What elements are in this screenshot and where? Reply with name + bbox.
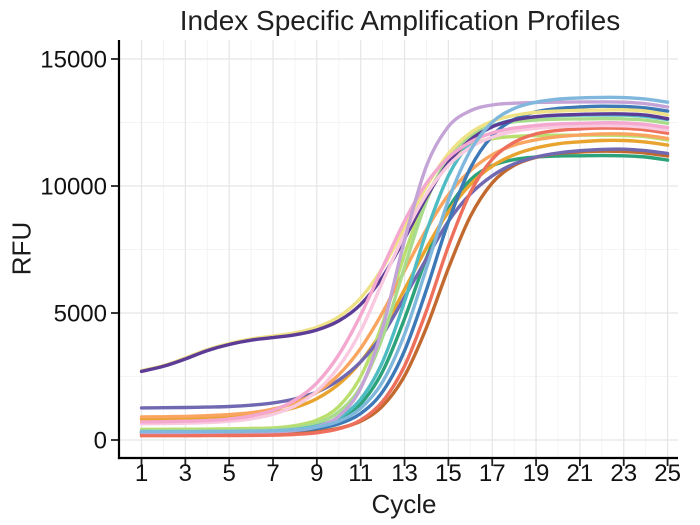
curve-salmon: [139, 126, 670, 438]
x-tick-label: 1: [135, 460, 148, 487]
curve-amber: [139, 138, 670, 421]
y-axis-title: RFU: [6, 221, 37, 276]
x-axis-title: Cycle: [371, 489, 437, 519]
y-tick-label: 0: [94, 428, 107, 455]
x-tick-label: 11: [348, 460, 373, 487]
y-tick-label: 15000: [40, 47, 107, 74]
x-tick-label: 19: [523, 460, 550, 487]
x-tick-label: 15: [435, 460, 462, 487]
x-tick-label: 17: [479, 460, 506, 487]
x-tick-label: 25: [654, 460, 681, 487]
x-tick-label: 9: [310, 460, 323, 487]
chart-title: Index Specific Amplification Profiles: [179, 5, 621, 36]
curve-sky-blue: [139, 95, 670, 434]
x-tick-label: 13: [391, 460, 418, 487]
curve-pink: [139, 121, 670, 424]
x-tick-label: 21: [567, 460, 594, 487]
x-tick-label: 3: [179, 460, 192, 487]
x-tick-label: 7: [266, 460, 279, 487]
y-tick-label: 10000: [40, 174, 107, 201]
y-tick-label: 5000: [54, 301, 107, 328]
x-tick-label: 23: [610, 460, 637, 487]
x-tick-label: 5: [223, 460, 236, 487]
